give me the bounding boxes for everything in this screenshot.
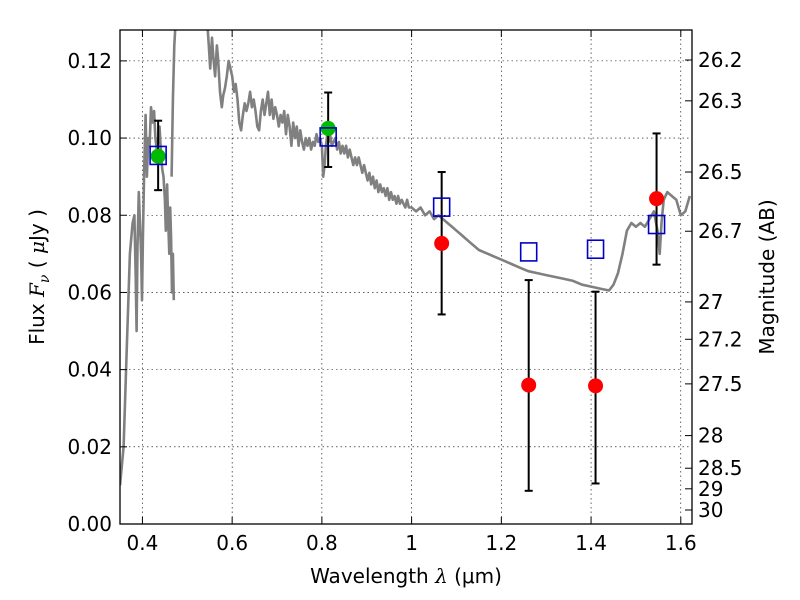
y2-tick-label: 27	[698, 290, 723, 314]
x-axis-title: Wavelength λ (μm)	[310, 564, 502, 588]
y2-tick-label: 26.3	[698, 89, 743, 113]
y2-tick-label: 30	[698, 498, 723, 522]
y2-tick-label: 26.5	[698, 160, 743, 184]
x-tick-label: 1.4	[575, 531, 607, 555]
y2-tick-label: 26.2	[698, 48, 743, 72]
x-tick-label: 1.6	[665, 531, 697, 555]
data-point-square	[519, 242, 538, 262]
data-point-circle	[521, 377, 537, 393]
y-tick-label: 0.00	[67, 512, 112, 536]
sed-model-segment	[170, 30, 177, 177]
data-markers	[149, 120, 666, 394]
y-tick-label: 0.06	[67, 280, 112, 304]
y2-tick-label: 27.5	[698, 372, 743, 396]
data-point-circle	[434, 235, 450, 251]
grid-lines	[120, 30, 692, 524]
axis-ticks: 0.4 0.6 0.8 1 1.2 1.4 1.6 0.00 0.02 0.04 0.06 0.08 0…	[67, 30, 743, 555]
sed-model-segment	[120, 105, 176, 486]
sed-model-curve	[120, 30, 692, 486]
y-tick-label: 0.10	[67, 126, 112, 150]
data-point-circle	[588, 378, 604, 394]
plot-frame	[119, 29, 693, 525]
data-point-square	[647, 214, 666, 235]
y-tick-label: 0.08	[67, 203, 112, 227]
data-point-circle	[649, 191, 665, 207]
x-tick-label: 0.8	[306, 531, 338, 555]
y2-tick-label: 29	[698, 477, 723, 501]
x-tick-label: 0.4	[127, 531, 159, 555]
data-point-square	[586, 239, 605, 260]
y-tick-label: 0.02	[67, 435, 112, 459]
y2-tick-label: 28.5	[698, 456, 743, 480]
y2-tick-label: 26.7	[698, 219, 743, 243]
data-point-square	[432, 197, 451, 217]
y-tick-label: 0.04	[67, 358, 112, 382]
data-point-circle	[150, 148, 166, 164]
x-tick-label: 0.6	[216, 531, 248, 555]
y2-axis-title: Magnitude (AB)	[755, 199, 779, 354]
y2-tick-label: 27.2	[698, 327, 743, 351]
sed-model-segment	[206, 30, 692, 292]
x-tick-label: 1.2	[485, 531, 517, 555]
y-tick-label: 0.12	[67, 49, 112, 73]
y-axis-title: Flux Fν ( μJy )	[25, 209, 53, 345]
x-tick-label: 1	[405, 531, 418, 555]
data-point-square	[319, 127, 337, 147]
data-point-square	[149, 145, 167, 166]
y2-tick-label: 28	[698, 424, 723, 448]
